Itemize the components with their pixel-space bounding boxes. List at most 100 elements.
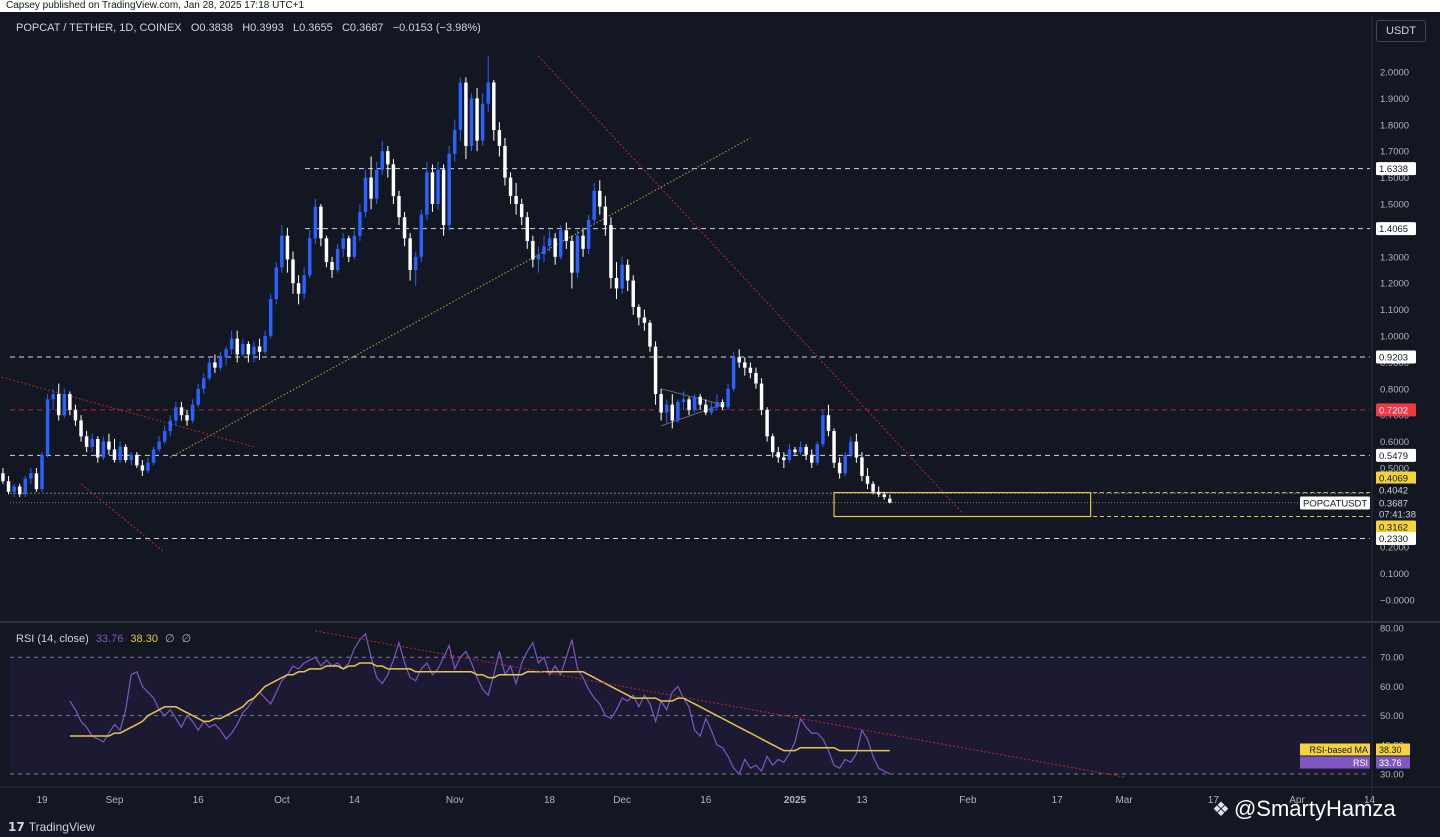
- candle-body: [112, 449, 117, 461]
- price-badge-bg: [1376, 531, 1416, 545]
- candle-body: [559, 230, 563, 257]
- candle-body: [743, 362, 747, 368]
- candle-body: [849, 441, 853, 455]
- price-tick-label: 0.6000: [1380, 437, 1409, 448]
- candle-body: [659, 394, 663, 413]
- price-badge-text: 0.5479: [1379, 451, 1408, 462]
- rsi-hidden-icon-2[interactable]: ∅: [181, 633, 192, 645]
- candle-body: [196, 388, 200, 405]
- candle-body: [374, 169, 379, 199]
- price-tick-label: 1.5000: [1380, 200, 1409, 211]
- rsi-badge-value: 38.30: [1379, 745, 1402, 755]
- candle-body: [492, 82, 496, 131]
- price-tick-label: 0.5000: [1380, 464, 1409, 475]
- candle-body: [285, 235, 290, 260]
- candle-body: [553, 238, 557, 257]
- price-tick-label: 1.8000: [1380, 120, 1409, 131]
- candle-body: [213, 362, 217, 368]
- time-tick-label: 19: [36, 795, 48, 806]
- candle-body: [676, 402, 680, 421]
- candle-body: [12, 486, 16, 492]
- symbol-title: POPCAT / TETHER, 1D, COINEX: [16, 22, 182, 34]
- candle-body: [586, 219, 591, 249]
- rsi-badge-name: RSI-based MA: [1309, 745, 1368, 755]
- price-badge: 0.4042: [1376, 483, 1416, 497]
- candle-body: [687, 399, 691, 410]
- candle-body: [837, 462, 842, 474]
- rsi-badge: RSI-based MA 38.30: [1300, 743, 1410, 756]
- candle-body: [436, 169, 440, 204]
- publish-text: Capsey published on TradingView.com, Jan…: [6, 0, 305, 11]
- candle-body: [441, 169, 446, 226]
- candle-body: [888, 498, 892, 503]
- rsi-hidden-icon-1[interactable]: ∅: [165, 633, 175, 645]
- candle-body: [759, 383, 764, 410]
- candle-body: [308, 238, 312, 276]
- time-tick-label: 16: [193, 795, 205, 806]
- candle-body: [296, 283, 301, 294]
- candle-body: [670, 404, 675, 421]
- candle-body: [748, 367, 753, 373]
- price-badge-text: 1.4065: [1379, 224, 1408, 235]
- candle-body: [664, 404, 669, 413]
- candle-body: [776, 452, 780, 458]
- candle-body: [882, 494, 886, 498]
- candle-body: [804, 446, 808, 455]
- candle-body: [782, 457, 786, 461]
- candle-body: [34, 473, 39, 490]
- watermark-text: @SmartyHamza: [1233, 796, 1396, 821]
- candle-body: [865, 475, 870, 484]
- candle-body: [821, 415, 825, 445]
- currency-button[interactable]: USDT: [1376, 20, 1426, 42]
- candle-body: [207, 362, 212, 379]
- candle-body: [447, 153, 451, 226]
- rsi-line: [69, 632, 891, 776]
- candle-body: [419, 214, 424, 257]
- candle-body: [843, 454, 847, 474]
- time-tick-label: Oct: [274, 795, 290, 806]
- candle-body: [352, 235, 357, 257]
- open-value: 0.3838: [199, 22, 234, 34]
- candle-body: [637, 306, 641, 318]
- candle-body: [90, 438, 94, 447]
- candle-body: [84, 436, 89, 447]
- candle-body: [692, 396, 697, 410]
- candle-body: [246, 343, 251, 355]
- candle-body: [263, 336, 267, 352]
- candle-body: [464, 82, 468, 146]
- candle-body: [68, 394, 72, 410]
- price-badge-text: 0.7202: [1379, 405, 1408, 416]
- tradingview-logo[interactable]: 𝟭𝟳 TradingView: [8, 820, 95, 834]
- rsi-badge-name: RSI: [1353, 758, 1368, 768]
- price-tick-label: 1.2000: [1380, 279, 1409, 290]
- candle-body: [268, 299, 273, 336]
- price-badge-bg: [1376, 448, 1416, 462]
- price-badge-text: POPCATUSDT: [1303, 499, 1367, 510]
- candle-body: [570, 240, 574, 273]
- rsi-ma-line: [69, 662, 890, 752]
- candle-body: [57, 394, 61, 416]
- price-badge: 0.3687: [1376, 496, 1416, 510]
- candle-body: [274, 267, 278, 300]
- candle-body: [123, 446, 128, 461]
- price-badge: 0.9203: [1376, 350, 1416, 364]
- candle-body: [302, 275, 306, 294]
- candle-body: [765, 409, 769, 437]
- candle-body: [603, 206, 608, 226]
- candle-body: [140, 465, 145, 471]
- price-badge-text: 0.4042: [1379, 486, 1408, 497]
- low-label: L: [293, 22, 300, 34]
- tradingview-logo-icon: 𝟭𝟳: [8, 820, 25, 834]
- candle-body: [257, 346, 262, 352]
- price-badge-bg: [1376, 403, 1416, 417]
- candle-body: [430, 172, 435, 204]
- rsi-badge-value-bg: [1376, 756, 1410, 769]
- candle-body: [358, 211, 362, 236]
- candle-body: [770, 436, 775, 453]
- candle-body: [330, 262, 334, 270]
- price-badge-bg: [1300, 496, 1370, 510]
- rsi-badge-value-bg: [1376, 743, 1410, 756]
- candle-body: [810, 454, 814, 463]
- price-badge: 0.3162: [1376, 520, 1416, 534]
